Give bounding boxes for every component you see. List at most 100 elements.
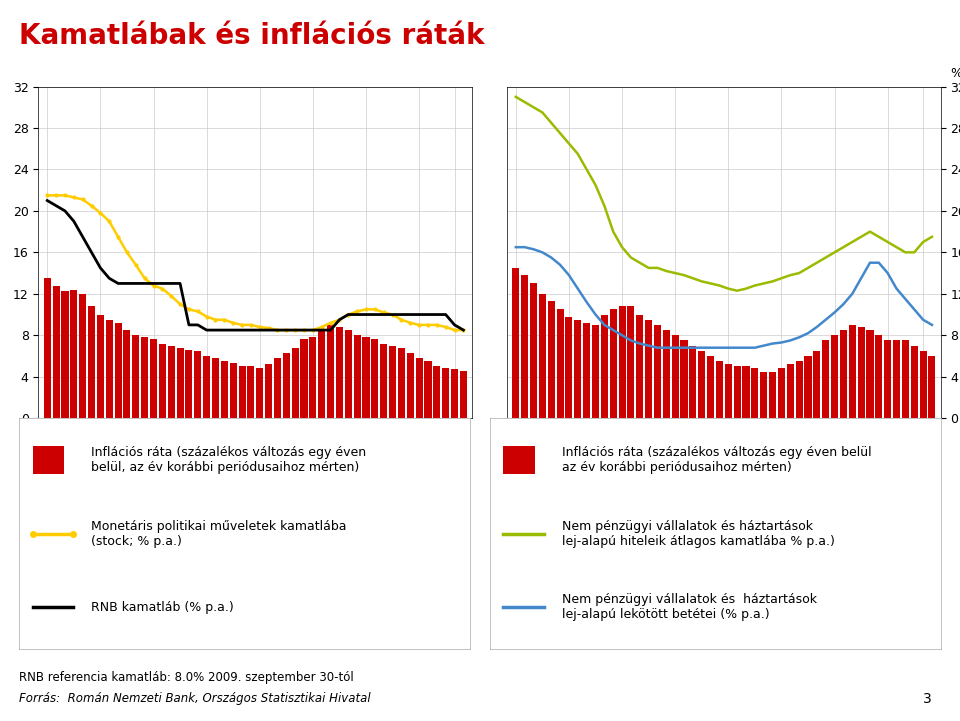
Text: 3: 3 xyxy=(923,692,931,706)
Bar xyxy=(79,294,86,418)
Bar xyxy=(893,340,900,418)
Bar xyxy=(645,319,652,418)
Bar xyxy=(238,366,246,418)
Bar xyxy=(901,340,909,418)
Bar xyxy=(742,366,750,418)
Bar xyxy=(353,335,361,418)
Bar xyxy=(114,323,122,418)
Bar xyxy=(911,345,918,418)
Bar xyxy=(849,325,855,418)
Bar xyxy=(831,335,838,418)
Bar xyxy=(292,348,299,418)
Bar xyxy=(822,340,829,418)
Text: Nem pénzügyi vállalatok és háztartások
lej-alapú hiteleik átlagos kamatlába % p.: Nem pénzügyi vállalatok és háztartások l… xyxy=(562,520,834,547)
Bar xyxy=(460,371,467,418)
Bar xyxy=(407,353,414,418)
Bar xyxy=(185,350,192,418)
Bar xyxy=(141,337,148,418)
Bar xyxy=(857,327,865,418)
Bar xyxy=(158,344,166,418)
Bar xyxy=(636,314,643,418)
Bar xyxy=(168,345,175,418)
Bar xyxy=(618,306,626,418)
Bar xyxy=(424,361,431,418)
Bar xyxy=(33,446,64,474)
Bar xyxy=(601,314,608,418)
Bar xyxy=(283,353,290,418)
Bar xyxy=(204,356,210,418)
Bar xyxy=(610,309,616,418)
Text: RNB kamatláb (% p.a.): RNB kamatláb (% p.a.) xyxy=(91,601,234,614)
Text: Inflációs ráta (százalékos változás egy éven belül
az év korábbi periódusaihoz m: Inflációs ráta (százalékos változás egy … xyxy=(562,446,872,474)
Bar xyxy=(725,364,732,418)
Text: Monetáris politikai műveletek kamatlába
(stock; % p.a.): Monetáris politikai műveletek kamatlába … xyxy=(91,520,347,547)
Bar xyxy=(221,361,228,418)
Bar xyxy=(769,371,776,418)
Bar xyxy=(150,340,157,418)
Bar xyxy=(884,340,891,418)
Bar xyxy=(760,371,767,418)
Bar xyxy=(389,345,396,418)
Bar xyxy=(70,290,78,418)
Bar xyxy=(565,317,572,418)
Text: Kamatlábak és inflációs ráták: Kamatlábak és inflációs ráták xyxy=(19,22,485,50)
Bar xyxy=(372,340,378,418)
Bar xyxy=(248,366,254,418)
Bar xyxy=(840,330,847,418)
Bar xyxy=(97,314,104,418)
Bar xyxy=(698,351,706,418)
Bar xyxy=(557,309,564,418)
Bar xyxy=(345,330,351,418)
Bar xyxy=(928,356,935,418)
Bar xyxy=(592,325,599,418)
Bar xyxy=(300,340,307,418)
Bar xyxy=(61,291,68,418)
Bar xyxy=(88,306,95,418)
Bar xyxy=(733,366,741,418)
Text: %: % xyxy=(950,67,960,80)
Bar xyxy=(132,335,139,418)
Bar xyxy=(397,348,405,418)
Bar xyxy=(813,351,821,418)
Bar xyxy=(716,361,723,418)
Bar xyxy=(212,358,219,418)
Bar xyxy=(662,330,670,418)
Bar xyxy=(177,348,183,418)
Bar xyxy=(124,330,131,418)
Bar xyxy=(265,364,272,418)
Bar xyxy=(416,358,422,418)
Bar xyxy=(336,327,343,418)
Bar xyxy=(548,301,555,418)
Bar xyxy=(628,306,635,418)
Text: Forrás:  Román Nemzeti Bank, Országos Statisztikai Hivatal: Forrás: Román Nemzeti Bank, Országos Sta… xyxy=(19,692,371,705)
Bar xyxy=(876,335,882,418)
Bar xyxy=(920,351,926,418)
Bar xyxy=(451,369,458,418)
Bar xyxy=(106,319,112,418)
Bar xyxy=(583,323,590,418)
Bar xyxy=(672,335,679,418)
Bar xyxy=(229,363,237,418)
Bar xyxy=(318,330,325,418)
Bar xyxy=(309,337,317,418)
Bar xyxy=(44,278,51,418)
Bar xyxy=(194,351,202,418)
Bar xyxy=(513,268,519,418)
Text: Inflációs ráta (százalékos változás egy éven
belül, az év korábbi periódusaihoz : Inflációs ráta (százalékos változás egy … xyxy=(91,446,367,474)
Bar xyxy=(752,368,758,418)
Bar xyxy=(530,283,537,418)
Bar xyxy=(654,325,661,418)
Bar xyxy=(256,368,263,418)
Bar xyxy=(503,446,535,474)
Bar xyxy=(363,337,370,418)
Bar xyxy=(443,368,449,418)
Bar xyxy=(574,319,582,418)
Text: RNB referencia kamatláb: 8.0% 2009. szeptember 30-tól: RNB referencia kamatláb: 8.0% 2009. szep… xyxy=(19,671,354,684)
Bar xyxy=(867,330,874,418)
Bar xyxy=(778,368,785,418)
Bar xyxy=(804,356,811,418)
Text: Nem pénzügyi vállalatok és  háztartások
lej-alapú lekötött betétei (% p.a.): Nem pénzügyi vállalatok és háztartások l… xyxy=(562,593,817,622)
Bar xyxy=(327,325,334,418)
Bar xyxy=(787,364,794,418)
Bar xyxy=(53,286,60,418)
